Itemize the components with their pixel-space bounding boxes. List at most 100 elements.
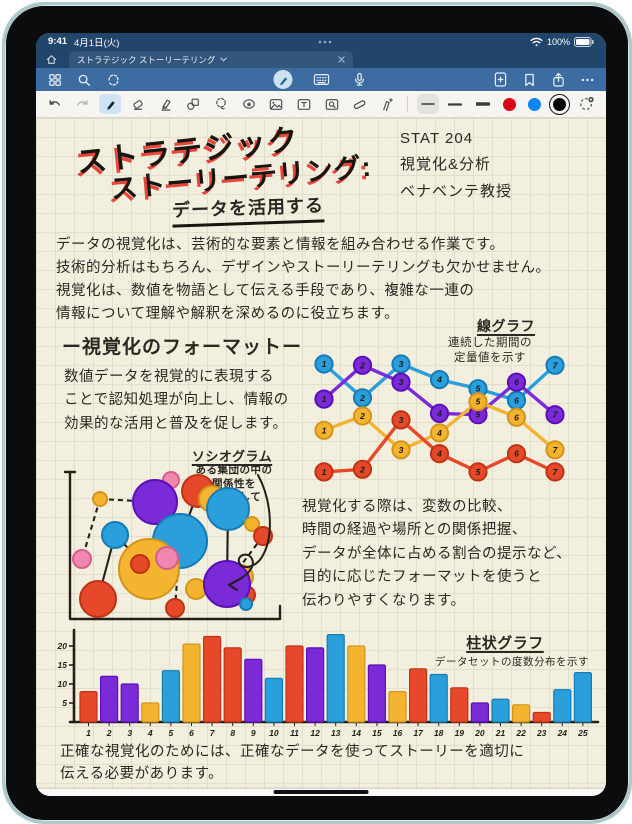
svg-text:22: 22 [515,728,526,738]
svg-text:5: 5 [476,410,481,420]
svg-text:6: 6 [189,728,194,738]
image-tool-button[interactable] [266,94,288,114]
svg-text:2: 2 [106,728,112,738]
tab-close-icon[interactable] [338,56,345,63]
svg-text:5: 5 [62,698,67,708]
sociogram-subtitle: ある集団の中の 関係性を 構造として 示す [195,464,273,517]
keyboard-icon[interactable] [313,71,331,89]
svg-text:13: 13 [331,728,341,738]
svg-text:1: 1 [86,728,91,738]
battery-percent: 100% [546,36,570,47]
chevron-down-icon[interactable] [220,57,228,62]
microphone-icon[interactable] [351,71,369,89]
svg-text:19: 19 [455,728,465,738]
share-icon[interactable] [549,71,567,89]
svg-text:5: 5 [476,467,481,477]
line-chart-subtitle: 連続した期間の 定量値を示す [448,337,532,364]
pen-tool-button[interactable] [99,94,122,114]
svg-text:2: 2 [359,464,365,474]
main-toolbar [36,68,606,91]
add-page-icon[interactable] [491,71,509,89]
eraser-tool-button[interactable] [127,94,149,114]
svg-text:6: 6 [514,377,519,387]
svg-text:23: 23 [536,728,547,738]
svg-text:20: 20 [474,728,485,738]
shapes-tool-button[interactable] [182,94,204,114]
bookmark-icon[interactable] [520,71,538,89]
svg-text:3: 3 [399,377,404,387]
paragraph-intro: データの視覚化は、芸術的な要素と情報を組み合わせる作業です。 技術的分析はもちろ… [56,237,551,322]
svg-text:11: 11 [290,728,299,738]
paragraph-closing: 正確な視覚化のためには、正確なデータを使ってストーリーを適切に 伝える必要があり… [60,744,525,782]
svg-text:18: 18 [434,728,444,738]
svg-text:7: 7 [553,410,559,420]
pen-mode-button[interactable] [273,70,293,89]
tape-tool-button[interactable] [349,94,371,114]
svg-text:6: 6 [514,412,519,422]
battery-icon [574,36,594,47]
undo-button[interactable] [44,94,66,114]
stage-manager-dots-icon[interactable] [119,40,530,44]
note-page[interactable]: ストラテジック ストーリーテリング: データを活用する STAT 204 視覚化… [36,118,606,789]
screen: 9:41 4月1日(火) 100% [36,33,606,796]
svg-text:5: 5 [476,397,481,407]
svg-text:6: 6 [514,395,519,405]
svg-text:1: 1 [322,394,327,404]
thickness-thick-button[interactable] [472,94,494,114]
svg-text:9: 9 [251,728,256,738]
section-heading: ー視覚化のフォーマットー [62,337,303,358]
tab-title: ストラテジック ストーリーテリング [77,54,216,65]
bar-chart-title: 柱状グラフ [466,635,544,652]
svg-text:14: 14 [352,728,362,738]
tab-bar: ストラテジック ストーリーテリング [36,50,606,68]
color-red-swatch[interactable] [500,95,519,114]
add-color-button[interactable] [576,94,598,114]
svg-text:7: 7 [553,467,559,477]
svg-text:16: 16 [393,728,403,738]
sociogram-title: ソシオグラム [191,449,273,464]
svg-text:5: 5 [476,384,481,394]
color-blue-swatch[interactable] [525,95,544,114]
svg-text:4: 4 [436,408,442,418]
svg-text:24: 24 [557,728,568,738]
doc-search-tool-button[interactable] [321,94,343,114]
bottom-strip [36,789,606,796]
ai-pen-tool-button[interactable] [376,94,398,114]
highlighter-tool-button[interactable] [155,94,177,114]
note-title-line3: データを活用する [171,191,325,228]
color-black-swatch[interactable] [549,93,571,115]
lasso-tool-button[interactable] [210,94,232,114]
svg-text:17: 17 [413,728,424,738]
status-bar: 9:41 4月1日(火) 100% [36,33,606,50]
svg-text:2: 2 [359,393,365,403]
lasso-convert-icon[interactable] [104,71,122,89]
svg-text:3: 3 [399,415,404,425]
course-info: STAT 204 視覚化&分析 ベナベンテ教授 [400,130,513,200]
home-indicator[interactable] [273,790,369,794]
line-chart-title: 線グラフ [477,318,535,334]
svg-text:15: 15 [58,660,68,670]
svg-text:2: 2 [359,411,365,421]
thickness-medium-button[interactable] [445,94,467,114]
clock: 9:41 [48,36,68,47]
stickers-tool-button[interactable] [238,94,260,114]
more-icon[interactable] [578,71,596,89]
active-tab[interactable]: ストラテジック ストーリーテリング [69,51,353,68]
svg-text:10: 10 [269,728,279,738]
pen-icon [106,100,115,110]
svg-text:2: 2 [359,360,365,370]
apps-grid-icon[interactable] [46,71,64,89]
redo-button[interactable] [72,94,94,114]
bar-chart-subtitle: データセットの度数分布を示す [435,656,589,668]
text-tool-button[interactable] [293,94,315,114]
home-button[interactable] [36,50,66,68]
svg-text:7: 7 [210,728,216,738]
svg-text:7: 7 [553,445,559,455]
svg-text:1: 1 [322,359,327,369]
thickness-thin-button[interactable] [416,94,439,114]
search-icon[interactable] [75,71,93,89]
svg-text:6: 6 [514,449,519,459]
svg-text:1: 1 [322,425,327,435]
svg-text:10: 10 [58,679,68,689]
